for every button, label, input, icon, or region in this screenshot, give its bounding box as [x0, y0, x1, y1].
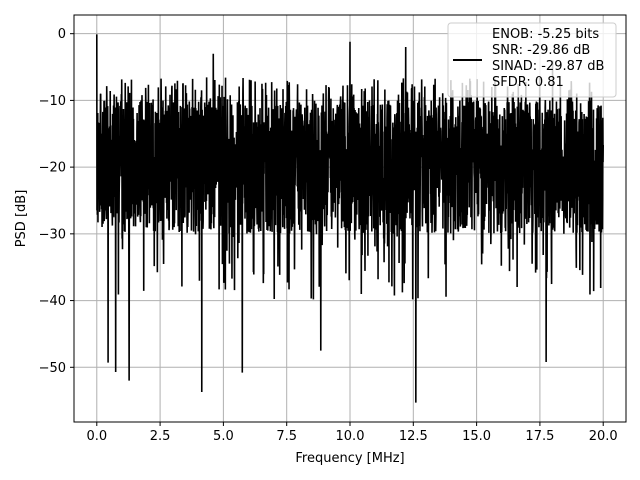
- legend-line-sinad: SINAD: -29.87 dB: [492, 59, 604, 74]
- x-tick-label: 10.0: [336, 429, 365, 444]
- y-axis-label: PSD [dB]: [14, 190, 29, 248]
- x-tick-label: 20.0: [589, 429, 618, 444]
- series-layer: [95, 34, 605, 403]
- y-tick-label: −40: [39, 294, 66, 309]
- x-tick-label: 2.5: [150, 429, 171, 444]
- x-tick-label: 7.5: [276, 429, 297, 444]
- x-tick-label: 15.0: [462, 429, 491, 444]
- x-axis-label: Frequency [MHz]: [295, 451, 404, 466]
- y-tick-label: −10: [39, 94, 66, 109]
- psd-series-line: [95, 34, 605, 403]
- legend-line-sfdr: SFDR: 0.81: [492, 75, 564, 90]
- ticks: 0.0 2.5 5.0 7.5 10.0 12.5 15.0 17.5 20.0 0 −10 −20 −…: [39, 27, 618, 444]
- y-tick-label: −20: [39, 161, 66, 176]
- x-tick-label: 12.5: [399, 429, 428, 444]
- y-tick-label: −50: [39, 361, 66, 376]
- legend-line-enob: ENOB: -5.25 bits: [492, 27, 599, 42]
- x-tick-label: 17.5: [525, 429, 554, 444]
- y-tick-label: −30: [39, 227, 66, 242]
- legend: ENOB: -5.25 bits SNR: -29.86 dB SINAD: -…: [447, 22, 617, 98]
- x-tick-label: 5.0: [213, 429, 234, 444]
- legend-box: [447, 22, 617, 98]
- x-tick-label: 0.0: [86, 429, 107, 444]
- y-tick-label: 0: [58, 27, 66, 42]
- legend-line-snr: SNR: -29.86 dB: [492, 43, 590, 58]
